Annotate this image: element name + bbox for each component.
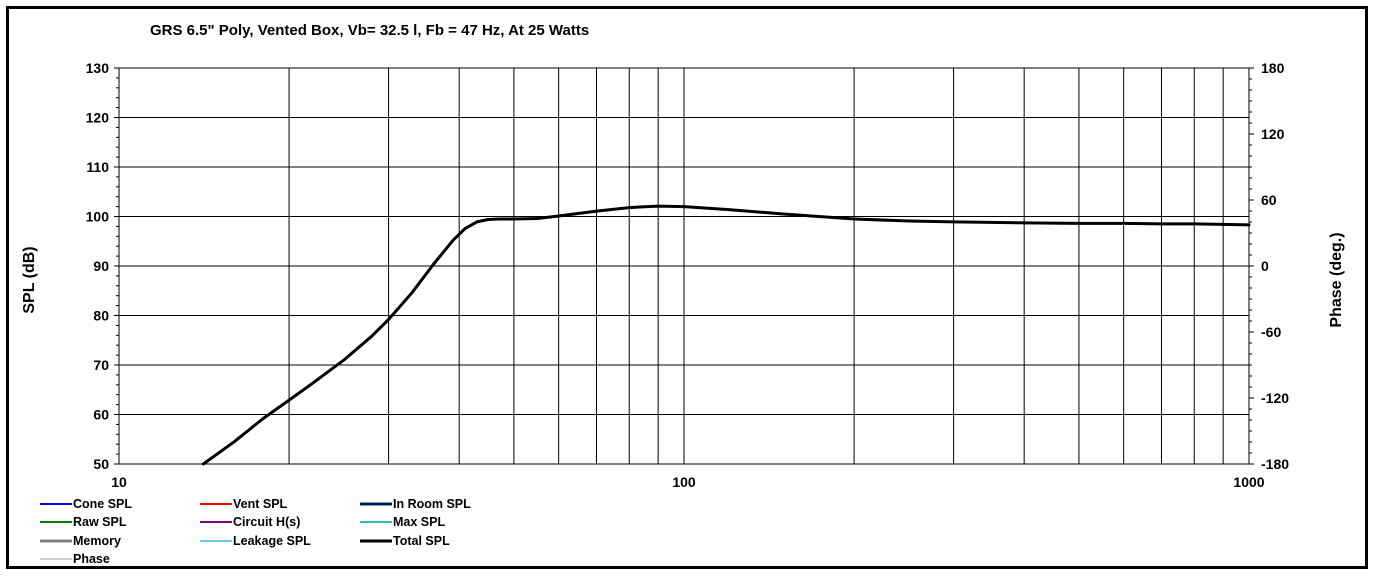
legend-label: Raw SPL bbox=[73, 515, 127, 529]
legend-item: Cone SPL bbox=[40, 497, 132, 511]
x-tick-label: 1000 bbox=[1233, 474, 1264, 490]
legend-item: In Room SPL bbox=[360, 497, 471, 511]
legend-item: Raw SPL bbox=[40, 515, 127, 529]
y2-axis-label: Phase (deg.) bbox=[1328, 232, 1345, 327]
y-tick-label: 90 bbox=[93, 258, 109, 274]
legend-label: Circuit H(s) bbox=[233, 515, 300, 529]
y-tick-label: 60 bbox=[93, 407, 109, 423]
legend-item: Total SPL bbox=[360, 534, 450, 548]
chart-axes: 50 60 70 80 90 100 110 120 130 -180 -120 -60 0 60 120 1… bbox=[86, 60, 1290, 490]
y2-tick-label: 120 bbox=[1261, 126, 1285, 142]
chart-grid bbox=[119, 67, 1249, 465]
legend-label: Leakage SPL bbox=[233, 534, 311, 548]
x-tick-label: 10 bbox=[111, 474, 127, 490]
chart-legend: Cone SPL Raw SPL Memory Phase Vent SPL Circui… bbox=[40, 497, 471, 566]
y-axis-label: SPL (dB) bbox=[21, 246, 38, 313]
y-tick-label: 80 bbox=[93, 308, 109, 324]
chart-title: GRS 6.5" Poly, Vented Box, Vb= 32.5 l, F… bbox=[150, 22, 589, 39]
legend-item: Circuit H(s) bbox=[200, 515, 300, 529]
legend-label: Phase bbox=[73, 552, 110, 566]
y2-tick-label: 0 bbox=[1261, 258, 1269, 274]
legend-label: Total SPL bbox=[393, 534, 450, 548]
legend-label: Memory bbox=[73, 534, 121, 548]
legend-label: Cone SPL bbox=[73, 497, 132, 511]
x-tick-label: 100 bbox=[672, 474, 696, 490]
y2-tick-label: 60 bbox=[1261, 192, 1277, 208]
y2-tick-label: -180 bbox=[1261, 456, 1289, 472]
legend-item: Max SPL bbox=[360, 515, 445, 529]
legend-item: Phase bbox=[40, 552, 110, 566]
chart-series bbox=[201, 204, 1251, 466]
y-tick-label: 100 bbox=[86, 209, 110, 225]
legend-label: Vent SPL bbox=[233, 497, 288, 511]
y-tick-label: 130 bbox=[86, 60, 110, 76]
y2-tick-label: 180 bbox=[1261, 60, 1285, 76]
y-tick-label: 120 bbox=[86, 110, 110, 126]
legend-item: Memory bbox=[40, 534, 121, 548]
series-line bbox=[201, 204, 1251, 466]
y-tick-label: 50 bbox=[93, 456, 109, 472]
chart-frame bbox=[6, 6, 1368, 569]
legend-item: Leakage SPL bbox=[200, 534, 311, 548]
y2-tick-label: -60 bbox=[1261, 324, 1281, 340]
legend-label: In Room SPL bbox=[393, 497, 471, 511]
legend-label: Max SPL bbox=[393, 515, 445, 529]
y-tick-label: 70 bbox=[93, 357, 109, 373]
legend-item: Vent SPL bbox=[200, 497, 288, 511]
y-tick-label: 110 bbox=[86, 159, 109, 175]
y2-tick-label: -120 bbox=[1261, 390, 1289, 406]
